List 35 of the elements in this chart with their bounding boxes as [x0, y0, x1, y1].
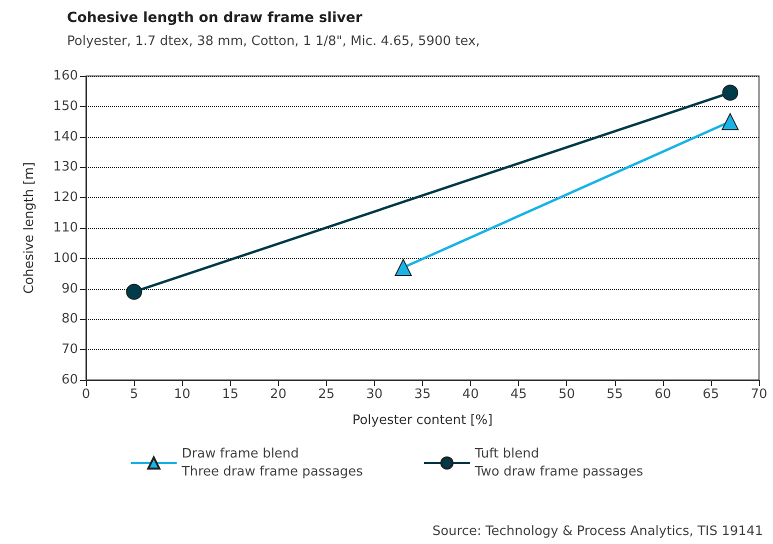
y-tick-label: 70 — [61, 342, 78, 358]
chart-subtitle: Polyester, 1.7 dtex, 38 mm, Cotton, 1 1/8", Mic. 4.65, 5900 tex, — [67, 34, 480, 49]
chart-title: Cohesive length on draw frame sliver — [67, 10, 362, 26]
x-tick-label: 20 — [270, 387, 287, 402]
x-tick-label: 15 — [222, 387, 238, 402]
x-tick-label: 5 — [130, 387, 138, 402]
y-tick-label: 150 — [53, 98, 78, 114]
y-tick-label: 110 — [53, 220, 78, 236]
x-tick-label: 45 — [510, 387, 527, 402]
y-tick-label: 130 — [53, 160, 78, 175]
x-tick-label: 65 — [702, 387, 720, 402]
x-tick-label: 50 — [558, 387, 575, 402]
point — [126, 284, 142, 300]
y-axis-title: Cohesive length [m] — [22, 162, 37, 294]
x-tick-label: 30 — [366, 387, 383, 402]
x-tick-label: 0 — [82, 387, 90, 402]
x-tick-label: 60 — [654, 387, 672, 402]
y-tick-label: 60 — [61, 372, 78, 388]
source-note: Source: Technology & Process Analytics, TIS 19141 — [432, 524, 764, 539]
point — [722, 84, 738, 101]
y-tick-label: 100 — [53, 250, 78, 266]
x-tick-label: 55 — [606, 387, 624, 402]
legend-label: Draw frame blend Three draw frame passages — [180, 446, 364, 480]
y-tick-label: 80 — [61, 312, 78, 327]
x-tick-label: 40 — [462, 387, 479, 402]
x-tick-label: 70 — [750, 387, 768, 402]
legend-label: Tuft blend Two draw frame passages — [474, 446, 644, 480]
x-tick-label: 35 — [414, 387, 431, 402]
y-tick-label: 160 — [53, 68, 78, 84]
x-axis-title: Polyester content [%] — [352, 413, 493, 428]
x-tick-label: 10 — [174, 387, 190, 402]
y-tick-label: 140 — [53, 129, 78, 144]
y-tick-label: 120 — [53, 190, 78, 206]
x-tick-label: 25 — [318, 387, 335, 402]
y-tick-label: 90 — [61, 281, 78, 296]
